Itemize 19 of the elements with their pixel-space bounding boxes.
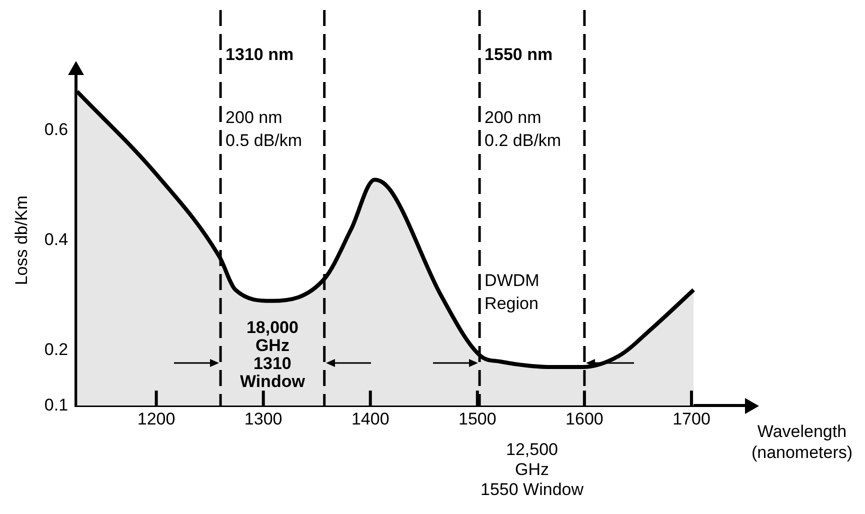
x-axis-title: Wavelength (nanometers) xyxy=(751,422,853,462)
annotation: DWDM Region xyxy=(484,271,540,314)
x-tick-label: 1300 xyxy=(244,409,282,428)
x-tick-label: 1500 xyxy=(458,409,496,428)
text: 12,500 GHz 1550 Window xyxy=(480,440,584,499)
y-tick-label: 0.2 xyxy=(44,340,68,360)
x-tick-label: 1200 xyxy=(137,409,176,428)
x-tick-label: 1600 xyxy=(566,409,604,428)
annotation: 200 nm 0.2 dB/km xyxy=(484,108,562,150)
text: 1550 nm xyxy=(484,45,553,64)
y-tick-label: 0.6 xyxy=(44,120,68,139)
x-tick-label: 1400 xyxy=(351,409,390,428)
annotation: 18,000 GHz 1310 Window xyxy=(240,318,306,391)
y-tick-label: 0.4 xyxy=(44,230,68,249)
y-axis-title: Loss db/Km xyxy=(12,195,31,286)
text: 1310 nm xyxy=(226,45,294,64)
y-tick-label: 0.1 xyxy=(44,395,68,414)
x-tick-label: 1700 xyxy=(672,409,710,428)
annotation: 200 nm 0.5 dB/km xyxy=(226,108,302,150)
